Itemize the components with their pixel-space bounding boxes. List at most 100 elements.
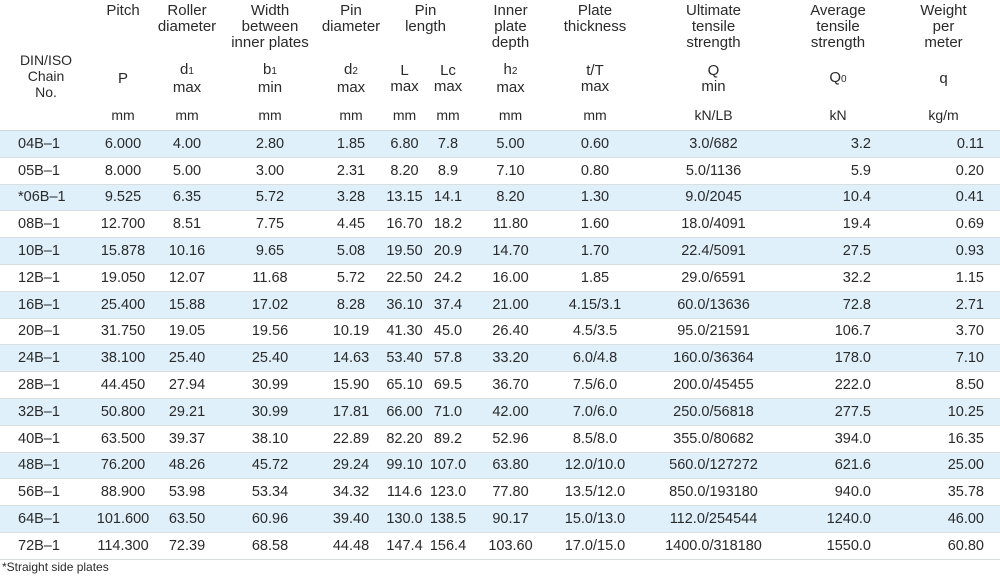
column-unit: mm (320, 100, 382, 131)
value-cell: 38.10 (220, 425, 320, 453)
value-cell: 89.2 (427, 425, 469, 453)
table-row: 08B–1 12.700 8.51 7.75 4.45 16.70 18.2 11.80 1.6… (0, 210, 1000, 239)
value-cell: 12.0/10.0 (552, 452, 638, 480)
value-cell: 15.90 (320, 371, 382, 399)
value-cell: 4.45 (320, 210, 382, 239)
value-cell: 14.63 (320, 344, 382, 373)
average-tensile-strength-header: Average tensile strength (789, 0, 887, 58)
value-cell: 22.50 (382, 264, 427, 292)
value-cell: 355.0/80682 (638, 425, 789, 453)
table-row: 04B–1 6.000 4.00 2.80 1.85 6.80 7.8 5.00 0.60 3.0… (0, 130, 1000, 158)
chain-no-cell: 48B–1 (0, 452, 92, 480)
value-cell: 22.89 (320, 425, 382, 453)
value-cell: 11.68 (220, 264, 320, 292)
value-cell: 17.81 (320, 398, 382, 426)
column-unit: mm (220, 100, 320, 131)
table-row: 12B–1 19.050 12.07 11.68 5.72 22.50 24.2 16.00 1… (0, 264, 1000, 292)
chain-no-cell: 24B–1 (0, 344, 92, 373)
value-cell: 940.0 (789, 478, 887, 507)
value-cell: 72.39 (154, 532, 220, 560)
value-cell: 63.50 (154, 505, 220, 533)
value-cell: 394.0 (789, 425, 887, 453)
value-cell: 16.35 (887, 425, 1000, 453)
column-unit: kg/m (887, 100, 1000, 131)
limit-text: max (390, 78, 419, 95)
value-cell: 10.16 (154, 237, 220, 265)
value-cell: 5.00 (469, 130, 552, 158)
value-cell: 29.21 (154, 398, 220, 426)
chain-no-cell: 08B–1 (0, 210, 92, 239)
chain-spec-table: DIN/ISO Chain No. Pitch Roller diameter Wid… (0, 0, 1000, 560)
value-cell: 53.98 (154, 478, 220, 507)
value-cell: 25.400 (92, 291, 154, 319)
value-cell: 103.60 (469, 532, 552, 560)
value-cell: 4.00 (154, 130, 220, 158)
value-cell: 66.00 (382, 398, 427, 426)
value-cell: 34.32 (320, 478, 382, 507)
value-cell: 31.750 (92, 318, 154, 346)
value-cell: 147.4 (382, 532, 427, 560)
symbol-text: Lc (440, 62, 456, 79)
value-cell: 10.25 (887, 398, 1000, 426)
value-cell: 7.0/6.0 (552, 398, 638, 426)
value-cell: 1.30 (552, 184, 638, 212)
table-row: 16B–1 25.400 15.88 17.02 8.28 36.10 37.4 21.00 4… (0, 291, 1000, 319)
symbol-text: Q0 (829, 69, 847, 86)
value-cell: 36.70 (469, 371, 552, 399)
value-cell: 12.700 (92, 210, 154, 239)
value-cell: 8.5/8.0 (552, 425, 638, 453)
value-cell: 3.2 (789, 130, 887, 158)
value-cell: 7.5/6.0 (552, 371, 638, 399)
value-cell: 39.40 (320, 505, 382, 533)
table-row: 56B–1 88.900 53.98 53.34 34.32 114.6 123.0 77.8… (0, 478, 1000, 507)
value-cell: 130.0 (382, 505, 427, 533)
value-cell: 12.07 (154, 264, 220, 292)
column-title: Ultimate tensile strength (685, 2, 741, 51)
column-title: Plate thickness (563, 2, 627, 35)
chain-no-cell: 20B–1 (0, 318, 92, 346)
value-cell: 25.00 (887, 452, 1000, 480)
symbol-text: Q (707, 62, 720, 79)
column-unit: mm (154, 100, 220, 131)
table-row: 32B–1 50.800 29.21 30.99 17.81 66.00 71.0 42.00… (0, 398, 1000, 426)
value-cell: 11.80 (469, 210, 552, 239)
value-cell: 30.99 (220, 398, 320, 426)
pitch-header: Pitch (92, 0, 154, 58)
value-cell: 27.5 (789, 237, 887, 265)
value-cell: 72.8 (789, 291, 887, 319)
value-cell: 65.10 (382, 371, 427, 399)
symbol-subscript: 2 (511, 66, 518, 77)
chain-no-cell: 05B–1 (0, 157, 92, 185)
column-title: Width between inner plates (231, 2, 309, 51)
value-cell: 26.40 (469, 318, 552, 346)
pin-length-header: Pin length (382, 0, 469, 58)
column-unit: mm (427, 100, 469, 131)
value-cell: 2.31 (320, 157, 382, 185)
value-cell: 6.35 (154, 184, 220, 212)
chain-no-cell: 32B–1 (0, 398, 92, 426)
value-cell: 250.0/56818 (638, 398, 789, 426)
table-row: 40B–1 63.500 39.37 38.10 22.89 82.20 89.2 52.96… (0, 425, 1000, 453)
symbol-text: q (939, 70, 948, 87)
inner-plate-depth-header: Inner plate depth (469, 0, 552, 58)
limit-text: max (496, 79, 525, 96)
value-cell: 8.9 (427, 157, 469, 185)
value-cell: 18.0/4091 (638, 210, 789, 239)
table-row: 10B–1 15.878 10.16 9.65 5.08 19.50 20.9 14.70 1.… (0, 237, 1000, 265)
value-cell: 25.40 (154, 344, 220, 373)
column-symbol: h2 max (469, 58, 552, 100)
value-cell: 7.8 (427, 130, 469, 158)
value-cell: 77.80 (469, 478, 552, 507)
value-cell: 76.200 (92, 452, 154, 480)
column-unit: mm (469, 100, 552, 131)
value-cell: 21.00 (469, 291, 552, 319)
chain-no-cell: *06B–1 (0, 184, 92, 212)
value-cell: 35.78 (887, 478, 1000, 507)
value-cell: 560.0/127272 (638, 452, 789, 480)
value-cell: 99.10 (382, 452, 427, 480)
symbol-subscript: 0 (841, 74, 847, 85)
value-cell: 53.40 (382, 344, 427, 373)
value-cell: 123.0 (427, 478, 469, 507)
value-cell: 22.4/5091 (638, 237, 789, 265)
value-cell: 9.65 (220, 237, 320, 265)
